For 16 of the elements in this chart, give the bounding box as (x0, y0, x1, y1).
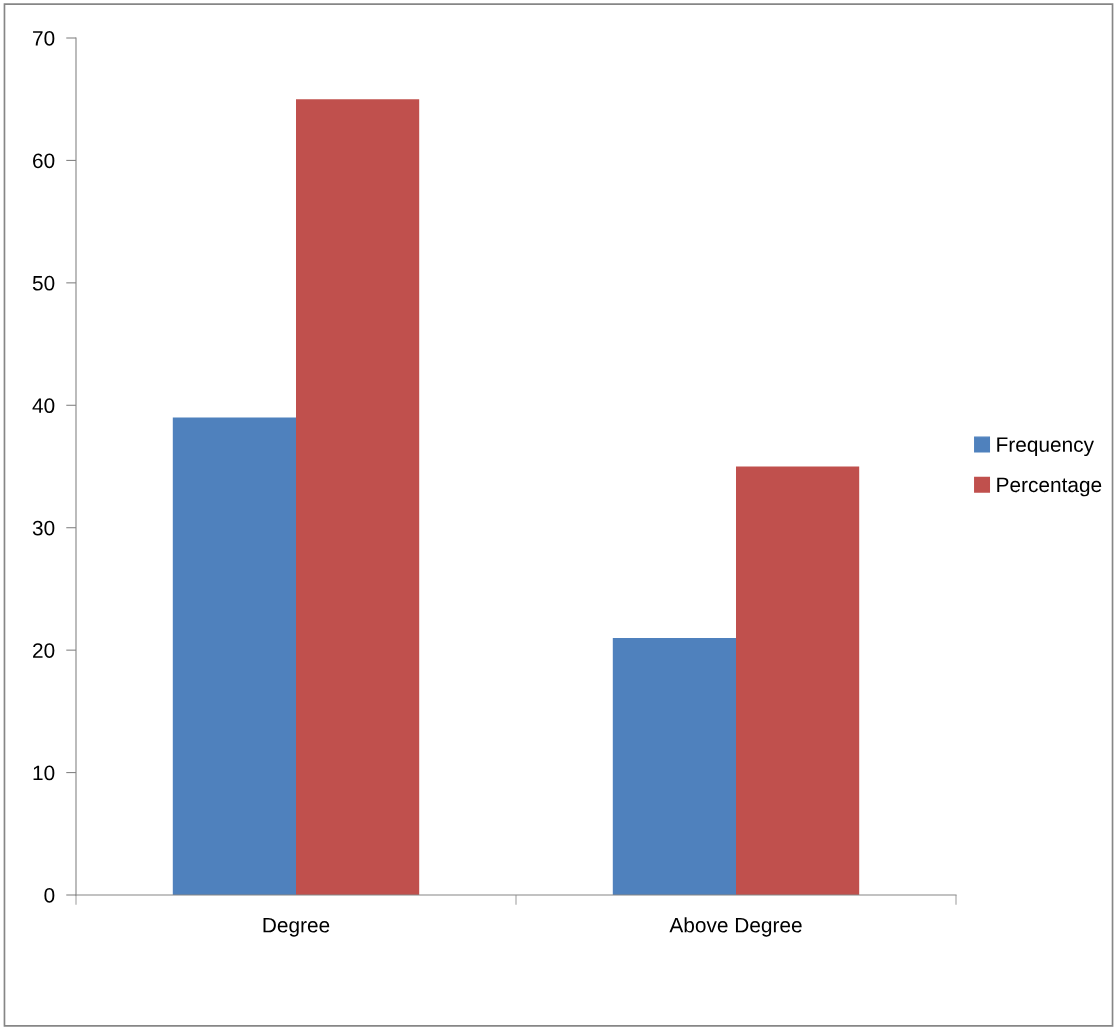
legend-label: Percentage (997, 477, 1102, 497)
x-tick-label: Above Degree (669, 917, 802, 937)
x-tick-label: Degree (263, 917, 330, 937)
y-tick-label: 20 (33, 643, 55, 658)
bar (172, 417, 296, 895)
y-tick-label: 10 (33, 765, 55, 781)
bar (736, 466, 860, 895)
bar (296, 99, 420, 895)
y-tick-label: 70 (33, 31, 55, 46)
bar (612, 637, 736, 895)
y-tick-label: 0 (44, 888, 55, 903)
y-tick-label: 60 (33, 153, 55, 169)
y-tick-label: 50 (32, 275, 55, 291)
y-tick-label: 40 (32, 398, 55, 414)
legend-label: Frequency (997, 437, 1094, 457)
y-tick-label: 30 (32, 520, 55, 536)
